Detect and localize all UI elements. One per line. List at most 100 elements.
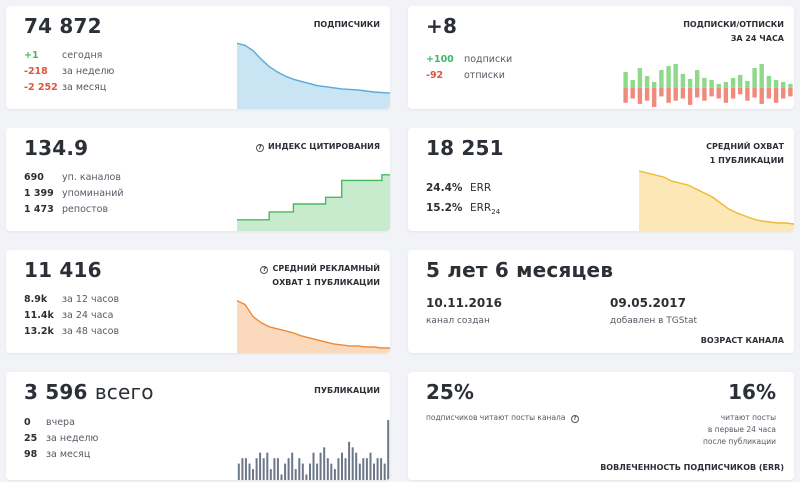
post-bar	[291, 452, 294, 480]
engagement-24h-pct: 16%	[728, 380, 776, 404]
unsubscribe-bar	[730, 87, 736, 99]
info-icon[interactable]: ?	[570, 415, 579, 423]
unsubscribe-bar	[702, 87, 707, 101]
subscribe-bar	[738, 74, 743, 88]
post-bar	[273, 458, 276, 480]
post-bar	[333, 469, 336, 480]
subscribers-count: 74 872	[24, 14, 102, 38]
info-icon[interactable]: ?	[260, 266, 269, 274]
chart-line	[237, 174, 390, 221]
post-bar	[373, 463, 375, 480]
post-bar	[326, 458, 329, 480]
stat-row: 8.9k за 12 часов	[24, 294, 120, 305]
stat-row: -92 отписки	[426, 70, 505, 81]
posts-total: 3 596 всего	[24, 380, 154, 404]
post-bar	[294, 469, 297, 480]
citation-stats: 690 уп. каналов 1 399 упоминаний 1 473 репо…	[24, 170, 124, 218]
subscribe-bar	[709, 79, 714, 88]
engagement-text: подписчиков читают посты канала ?	[426, 412, 583, 424]
engagement-card[interactable]: 25% подписчиков читают посты канала ? 16…	[408, 372, 794, 480]
stat-row: 690 уп. каналов	[24, 172, 121, 183]
citation-chart	[237, 174, 390, 231]
chart-area	[237, 43, 390, 109]
post-bar	[305, 474, 308, 480]
err-stats: 24.4% ERR 15.2% ERR24	[426, 178, 500, 218]
post-bar	[280, 474, 283, 480]
unsubscribe-bar	[680, 87, 686, 99]
stat-row: 1 399 упоминаний	[24, 188, 124, 199]
unsubscribe-bar	[659, 87, 664, 97]
stat-row: +1 сегодня	[24, 50, 103, 61]
post-bar	[244, 458, 247, 480]
citation-card[interactable]: 134.9 ? ИНДЕКС ЦИТИРОВАНИЯ 690 уп. каналов…	[6, 128, 390, 231]
subs-diff-chart	[623, 64, 793, 107]
post-bar	[266, 452, 269, 480]
unsubscribe-bar	[637, 87, 643, 104]
subs-diff-stats: +100 подписки -92 отписки	[426, 52, 512, 84]
subscribe-bar	[781, 81, 786, 88]
subs-diff-value: +8	[426, 14, 458, 38]
subscribe-bar	[623, 72, 628, 88]
posts-card[interactable]: 3 596 всего ПУБЛИКАЦИИ 0 вчера 25 за недел…	[6, 372, 390, 480]
subscribe-bar	[652, 81, 657, 88]
post-bar	[237, 463, 240, 480]
post-bar	[351, 447, 354, 480]
err-row: 24.4% ERR	[426, 182, 492, 194]
posts-stats: 0 вчера 25 за неделю 98 за месяц	[24, 415, 98, 463]
channel-age-card[interactable]: 5 лет 6 месяцев 10.11.2016 канал создан …	[408, 250, 794, 353]
post-bar	[344, 458, 347, 480]
chart-line	[237, 299, 390, 349]
stat-row: 98 за месяц	[24, 449, 91, 460]
subscribe-bar	[637, 68, 643, 88]
unsubscribe-bar	[745, 87, 750, 101]
unsubscribe-bar	[766, 87, 772, 99]
stat-row: -2 252 за месяц	[24, 82, 107, 93]
stat-row: +100 подписки	[426, 54, 513, 65]
info-icon[interactable]: ?	[256, 144, 265, 152]
post-bar	[298, 458, 301, 480]
subscribe-bar	[644, 75, 650, 88]
ad-reach-card[interactable]: 11 416 ? СРЕДНИЙ РЕКЛАМНЫЙ ОХВАТ 1 ПУБЛИК…	[6, 250, 390, 353]
ad-reach-label: ? СРЕДНИЙ РЕКЛАМНЫЙ ОХВАТ 1 ПУБЛИКАЦИИ	[260, 262, 380, 290]
reach-chart	[639, 170, 794, 231]
subscribe-bar	[680, 73, 686, 88]
unsubscribe-bar	[673, 87, 678, 101]
unsubscribe-bar	[781, 87, 786, 99]
subs-diff-label: ПОДПИСКИ/ОТПИСКИ ЗА 24 ЧАСА	[683, 20, 784, 43]
unsubscribe-bar	[623, 87, 628, 103]
stat-row: 0 вчера	[24, 417, 75, 428]
subscribers-card[interactable]: 74 872 ПОДПИСЧИКИ +1 сегодня -218 за недел…	[6, 6, 390, 109]
created-date: 10.11.2016	[426, 296, 502, 310]
post-bar	[358, 463, 361, 480]
stat-row: -218 за неделю	[24, 66, 115, 77]
post-bar	[369, 452, 372, 480]
unsubscribe-bar	[752, 87, 757, 98]
ad-reach-value: 11 416	[24, 258, 102, 282]
subscribe-bar	[659, 70, 664, 88]
post-bar	[337, 458, 340, 480]
posts-label: ПУБЛИКАЦИИ	[314, 386, 380, 395]
subscribe-bar	[630, 79, 635, 88]
subscribe-bar	[723, 81, 729, 88]
subs-diff-card[interactable]: +8 ПОДПИСКИ/ОТПИСКИ ЗА 24 ЧАСА +100 подпи…	[408, 6, 794, 109]
citation-index-value: 134.9	[24, 136, 89, 160]
subscribers-label: ПОДПИСЧИКИ	[313, 20, 380, 29]
post-bar	[383, 463, 386, 480]
unsubscribe-bar	[773, 87, 779, 103]
subscribe-bar	[673, 64, 678, 88]
post-bar	[309, 463, 311, 480]
chart-area	[639, 171, 794, 231]
subscribe-bar	[752, 68, 757, 88]
post-bar	[376, 458, 379, 480]
reach-card[interactable]: 18 251 СРЕДНИЙ ОХВАТ 1 ПУБЛИКАЦИИ 24.4% E…	[408, 128, 794, 231]
subscribe-bar	[766, 75, 772, 88]
post-bar	[241, 458, 244, 480]
unsubscribe-bar	[687, 87, 693, 105]
chart-line	[639, 170, 794, 225]
post-bar	[319, 452, 322, 480]
post-bar	[348, 441, 351, 480]
reach-label: СРЕДНИЙ ОХВАТ 1 ПУБЛИКАЦИИ	[706, 142, 784, 165]
stat-row: 1 473 репостов	[24, 204, 109, 215]
stat-row: 25 за неделю	[24, 433, 99, 444]
post-bar	[262, 458, 265, 480]
